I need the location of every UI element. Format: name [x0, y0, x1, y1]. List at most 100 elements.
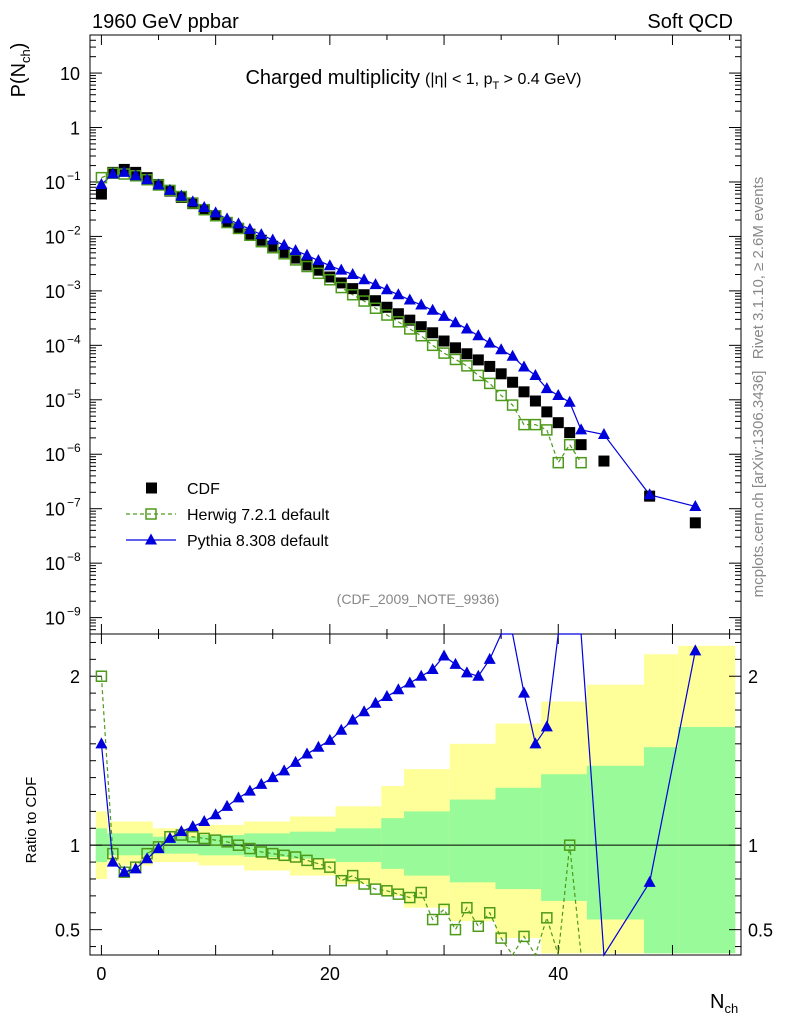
main-ytick-exp-5: −4 — [67, 332, 81, 346]
ratio-point-s1-11 — [221, 836, 233, 848]
main-point-s2-11 — [221, 212, 234, 224]
x-tick-label-1: 20 — [320, 964, 340, 984]
ratio-point-s2-22 — [346, 713, 359, 725]
ratio-point-s1-13 — [244, 842, 256, 855]
main-ytick-label-9: 10 — [45, 554, 65, 574]
ratio-point-s1-28 — [415, 886, 427, 899]
ratio-point-s2-19 — [312, 740, 325, 752]
ratio-point-s2-45 — [689, 644, 702, 656]
ratio-point-s1-35 — [495, 932, 507, 944]
main-point-s2-19 — [312, 254, 325, 266]
main-point-s0-26 — [392, 308, 404, 320]
main-ytick-label-10: 10 — [45, 609, 65, 629]
main-point-s2-37 — [518, 360, 530, 372]
main-point-s0-20 — [324, 271, 336, 283]
main-point-s0-34 — [484, 360, 496, 372]
main-point-s1-36 — [506, 399, 519, 411]
main-point-s1-25 — [381, 309, 393, 321]
main-point-s0-43 — [598, 455, 610, 467]
ratio-point-s2-10 — [209, 808, 222, 820]
band-inner-10 — [495, 787, 542, 890]
main-point-s2-17 — [289, 244, 302, 256]
main-point-s1-42 — [575, 456, 587, 469]
ratio-point-s2-0 — [95, 737, 108, 749]
ratio-point-s2-15 — [266, 771, 279, 783]
main-point-s0-23 — [358, 289, 370, 301]
main-point-s2-42 — [575, 423, 588, 435]
main-point-s0-35 — [495, 368, 507, 380]
analysis-id: (CDF_2009_NOTE_9936) — [337, 591, 500, 607]
main-point-s2-3 — [129, 169, 142, 181]
ratio-point-s1-17 — [289, 851, 302, 863]
main-point-s2-34 — [483, 336, 496, 348]
main-point-s1-40 — [552, 456, 565, 469]
main-point-s1-30 — [438, 347, 450, 359]
main-point-s0-16 — [278, 246, 290, 258]
legend-label-0: CDF — [187, 481, 220, 498]
ratio-point-s1-22 — [346, 869, 359, 882]
ratio-point-s2-38 — [529, 737, 542, 749]
ratio-point-s1-21 — [335, 874, 348, 887]
series-layer — [95, 163, 702, 957]
main-ytick-label-6: 10 — [45, 391, 65, 411]
main-point-s2-9 — [198, 200, 211, 212]
main-point-s1-26 — [392, 316, 405, 328]
main-point-s0-25 — [381, 301, 393, 313]
main-point-s1-19 — [312, 267, 325, 280]
ratio-point-s2-31 — [449, 657, 462, 669]
ratio-point-s1-20 — [324, 861, 336, 873]
main-point-s2-21 — [335, 263, 348, 275]
main-point-s0-17 — [290, 252, 302, 264]
plot-cuts: (|η| < 1, pT > 0.4 GeV) — [425, 71, 581, 92]
main-point-s2-43 — [597, 428, 610, 440]
main-point-s2-12 — [232, 217, 245, 229]
main-point-s2-18 — [301, 248, 313, 260]
main-point-s2-15 — [266, 233, 279, 245]
header-energy: 1960 GeV ppbar — [92, 11, 239, 33]
ratio-ytick-label-2: 0.5 — [55, 921, 80, 941]
band-inner-1 — [107, 833, 153, 856]
main-point-s2-28 — [415, 298, 428, 310]
x-axis-label: Nch — [710, 991, 738, 1016]
ratio-point-s2-27 — [403, 676, 416, 688]
main-point-s2-7 — [175, 189, 188, 201]
main-point-s1-24 — [369, 302, 382, 314]
band-inner-8 — [404, 811, 450, 876]
main-point-s0-28 — [415, 321, 427, 333]
main-ytick-label-3: 10 — [45, 227, 65, 247]
ratio-point-s1-37 — [518, 930, 530, 943]
main-point-s0-22 — [347, 283, 359, 295]
main-point-s0-19 — [312, 264, 324, 276]
ratio-point-s2-9 — [198, 815, 211, 827]
main-point-s0-0 — [95, 188, 107, 200]
ratio-point-s2-26 — [392, 683, 405, 695]
main-point-s2-38 — [529, 368, 542, 380]
ratio-point-s2-32 — [460, 666, 473, 678]
legend-marker-1 — [145, 508, 157, 520]
ratio-point-s2-18 — [301, 747, 313, 759]
ratio-point-s1-34 — [483, 907, 496, 919]
ratio-point-s1-29 — [426, 913, 439, 926]
main-ytick-label-7: 10 — [45, 445, 65, 465]
ratio-point-s2-8 — [186, 820, 199, 832]
main-point-s2-44 — [643, 488, 656, 500]
ratio-point-s1-33 — [472, 920, 485, 933]
ratio-point-s2-6 — [163, 831, 176, 843]
main-point-s2-14 — [255, 228, 268, 240]
main-ytick-label-5: 10 — [45, 336, 65, 356]
main-point-s2-8 — [186, 195, 199, 207]
main-point-s2-24 — [369, 278, 382, 290]
ratio-point-s2-17 — [289, 755, 302, 767]
main-ytick-exp-4: −3 — [67, 278, 81, 292]
main-point-s2-32 — [460, 322, 473, 334]
main-point-s2-22 — [346, 267, 359, 279]
ratio-point-s2-11 — [221, 799, 234, 811]
ratio-point-s1-8 — [187, 830, 199, 843]
ratio-point-s1-10 — [209, 834, 222, 846]
main-point-s2-0 — [95, 177, 108, 189]
main-point-s1-33 — [472, 369, 485, 382]
ratio-point-s1-25 — [381, 885, 393, 897]
main-point-s1-23 — [358, 295, 370, 307]
main-point-s2-13 — [243, 222, 256, 234]
